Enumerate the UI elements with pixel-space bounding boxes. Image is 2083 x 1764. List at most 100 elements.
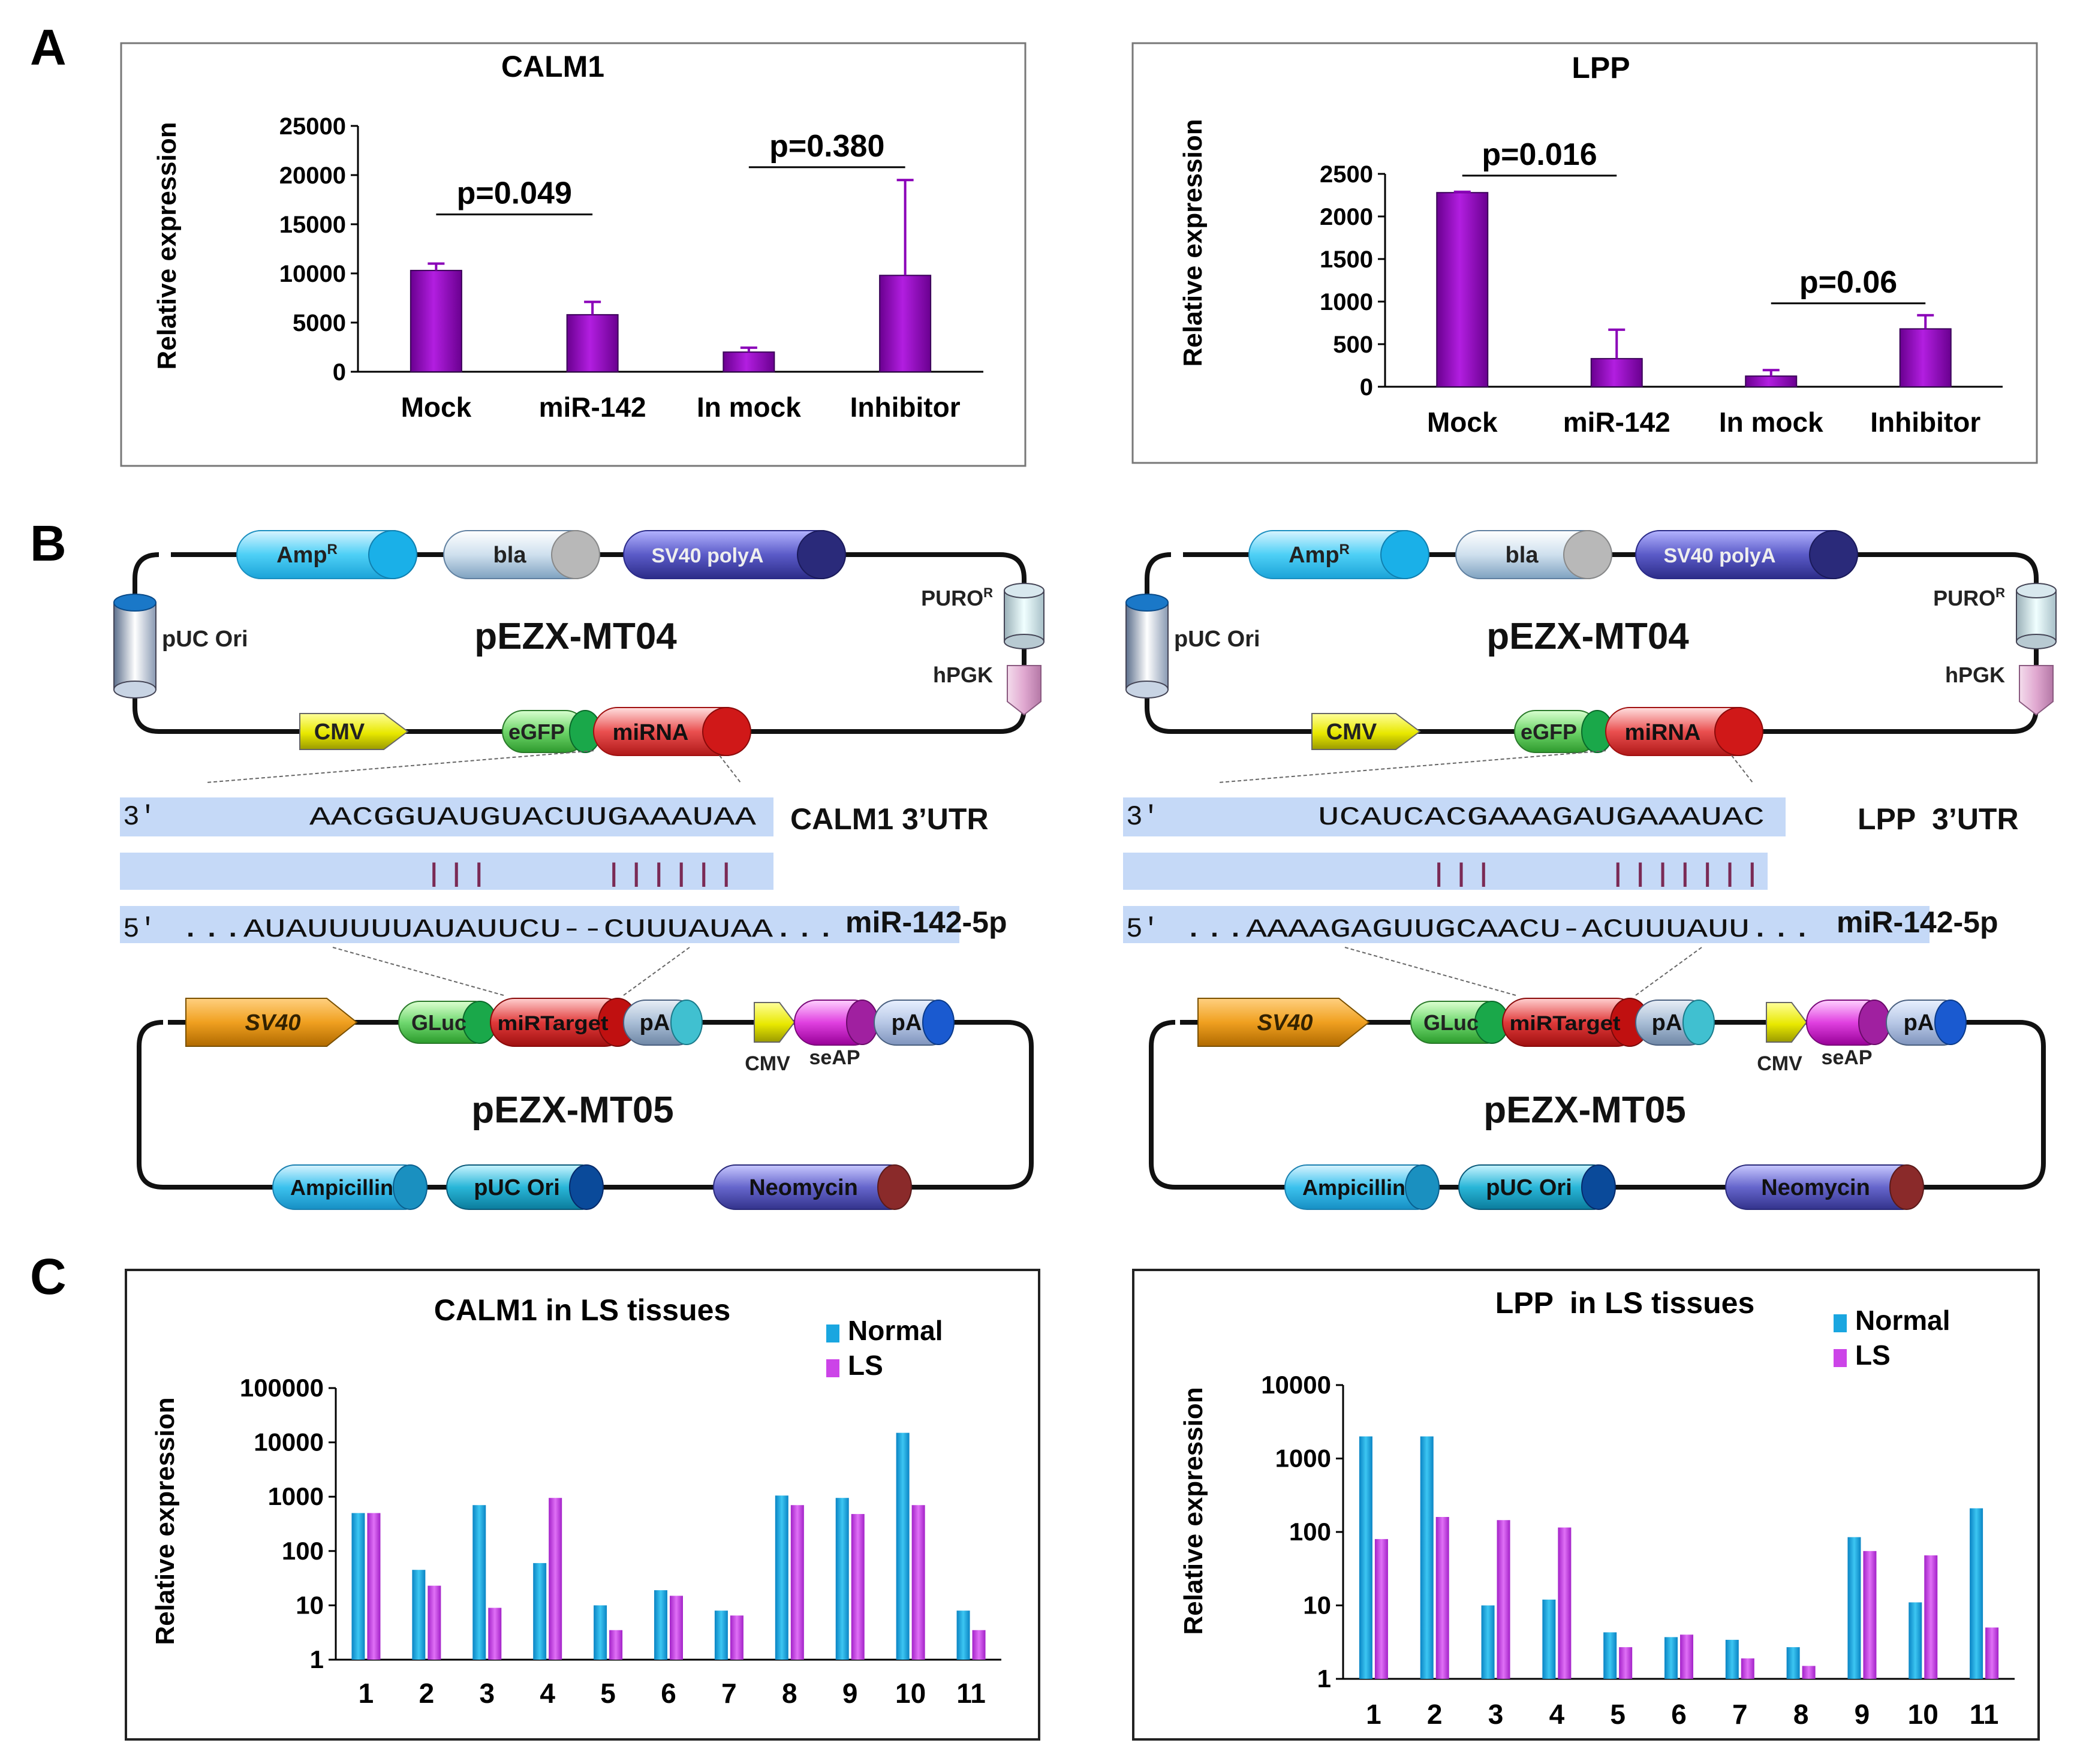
bar-ls <box>1863 1551 1877 1679</box>
mir-prefix: 5' <box>1126 914 1159 945</box>
sv40-label: SV40 <box>245 1010 301 1035</box>
bla-label: bla <box>493 543 527 568</box>
amp-superscript: R <box>327 541 338 558</box>
bar <box>879 275 932 372</box>
legend-label: Normal <box>848 1315 943 1346</box>
sv40-polya-gene: SV40 polyA <box>1635 530 1858 579</box>
egfp-label: eGFP <box>1521 720 1577 744</box>
pa-signal-2: pA <box>1886 1000 1967 1046</box>
y-tick-label: 10000 <box>279 261 346 287</box>
bar-ls <box>972 1630 986 1660</box>
plasmid-backbone-mt05 <box>137 1020 1034 1190</box>
bar-normal <box>956 1611 970 1660</box>
bar-normal <box>472 1505 486 1660</box>
neomycin-gene: Neomycin <box>1725 1164 1924 1210</box>
bla-gene: bla <box>443 530 600 579</box>
utr-prefix: 3' <box>1126 802 1159 833</box>
hpgk-promoter-arrow <box>1007 665 1042 716</box>
x-tick-label: 8 <box>1793 1699 1809 1730</box>
x-tick-label: 5 <box>1610 1699 1626 1730</box>
bar-normal <box>594 1605 607 1660</box>
y-tick-label: 5000 <box>293 310 346 336</box>
bar-ls <box>1435 1516 1449 1679</box>
panel-label-c: C <box>30 1248 67 1305</box>
bar-normal <box>1847 1537 1861 1679</box>
plasmid-name-mt05: pEZX-MT05 <box>471 1089 674 1131</box>
x-tick-label: 1 <box>1366 1699 1381 1730</box>
mirna-gene: miRNA <box>1605 707 1763 756</box>
pa-label-2: pA <box>1904 1010 1934 1035</box>
x-tick-label: 7 <box>721 1678 737 1709</box>
utr-sequence: AACGGUAUGUACUUGAAAUAA <box>309 803 757 833</box>
y-tick-label: 15000 <box>279 212 346 238</box>
bar <box>410 270 462 372</box>
pa-label-2: pA <box>892 1010 922 1035</box>
pa-signal-2: pA <box>874 1000 955 1046</box>
bar-normal <box>714 1611 728 1660</box>
seap-label: seAP <box>809 1046 860 1069</box>
bar <box>1899 328 1952 387</box>
cmv-promoter-arrow <box>1766 1002 1808 1043</box>
gluc-gene: GLuc <box>1410 1001 1509 1044</box>
puro-r-cylinder <box>1004 583 1044 649</box>
cmv-label: CMV <box>1757 1052 1802 1075</box>
puc-ori-gene: pUC Ori <box>1458 1164 1616 1210</box>
amp-superscript: R <box>1339 541 1350 558</box>
x-tick-label: 8 <box>782 1678 797 1709</box>
chart-frame-lpp <box>1131 42 2038 464</box>
zoom-guide <box>1344 947 1516 996</box>
bar <box>566 314 619 373</box>
panel-label-b: B <box>30 515 67 571</box>
bar-ls <box>911 1505 925 1660</box>
y-tick-label: 2000 <box>1320 204 1373 230</box>
x-tick-label: 10 <box>895 1678 926 1709</box>
ampicillin-gene: Ampicillin <box>1284 1164 1440 1210</box>
zoom-guide <box>1731 755 1753 783</box>
chart-calm1-ls: CALM1 in LS tissues Relative expression … <box>150 1293 1001 1709</box>
y-tick-label: 1000 <box>268 1482 324 1510</box>
y-tick-label: 2500 <box>1320 161 1373 188</box>
bar-ls <box>1497 1520 1510 1679</box>
bar-ls <box>428 1585 441 1660</box>
x-tick-label: Mock <box>401 392 472 423</box>
x-tick-label: 9 <box>1855 1699 1870 1730</box>
legend-label: Normal <box>1855 1305 1950 1336</box>
bar-normal <box>1420 1436 1434 1679</box>
gluc-label: GLuc <box>1423 1010 1479 1035</box>
bar-ls <box>1985 1627 1999 1679</box>
y-tick-label: 1 <box>1317 1664 1331 1693</box>
y-tick-label: 10 <box>296 1591 324 1619</box>
x-tick-label: Inhibitor <box>1870 407 1980 438</box>
sv40-polya-gene: SV40 polyA <box>623 530 846 579</box>
svg-text:AmpR: AmpR <box>1289 541 1350 568</box>
bar-ls <box>1558 1527 1572 1679</box>
base-pairing-marks: ||| |||||| <box>423 860 738 890</box>
bla-label: bla <box>1506 543 1539 568</box>
bar-normal <box>1542 1599 1556 1679</box>
sv40-polya-label: SV40 polyA <box>651 544 763 567</box>
p-value-label: p=0.016 <box>1482 137 1597 172</box>
bar-ls <box>609 1630 623 1660</box>
cmv-promoter-arrow <box>754 1002 796 1043</box>
cmv-label: CMV <box>745 1052 790 1075</box>
x-tick-label: Mock <box>1427 407 1498 438</box>
cmv-promoter-arrow <box>1311 713 1421 750</box>
zoom-guide <box>332 947 504 996</box>
seap-gene <box>1806 1000 1891 1046</box>
chart-lpp-ls: LPP in LS tissues Relative expression 11… <box>1179 1286 2015 1730</box>
bar-normal <box>351 1513 365 1660</box>
svg-text:AmpR: AmpR <box>276 541 338 568</box>
hpgk-promoter-arrow <box>2019 665 2054 716</box>
bar-normal <box>775 1495 788 1660</box>
chart-lpp: LPP Relative expression 0 500 1000 1500 2000… <box>1178 51 2003 438</box>
bar-normal <box>1909 1602 1922 1679</box>
y-tick-label: 0 <box>1360 374 1373 401</box>
pa-label-1: pA <box>1652 1010 1682 1035</box>
sv40-polya-label: SV40 polyA <box>1663 544 1775 567</box>
mirtarget-gene: miRTarget <box>490 998 637 1047</box>
plasmid-name-mt05: pEZX-MT05 <box>1483 1089 1686 1131</box>
puc-ori-label-mt05: pUC Ori <box>1486 1175 1572 1200</box>
mir-label: miR-142-5p <box>845 905 1007 939</box>
chart-title: CALM1 <box>501 50 604 83</box>
mir-prefix: 5' <box>123 914 156 945</box>
